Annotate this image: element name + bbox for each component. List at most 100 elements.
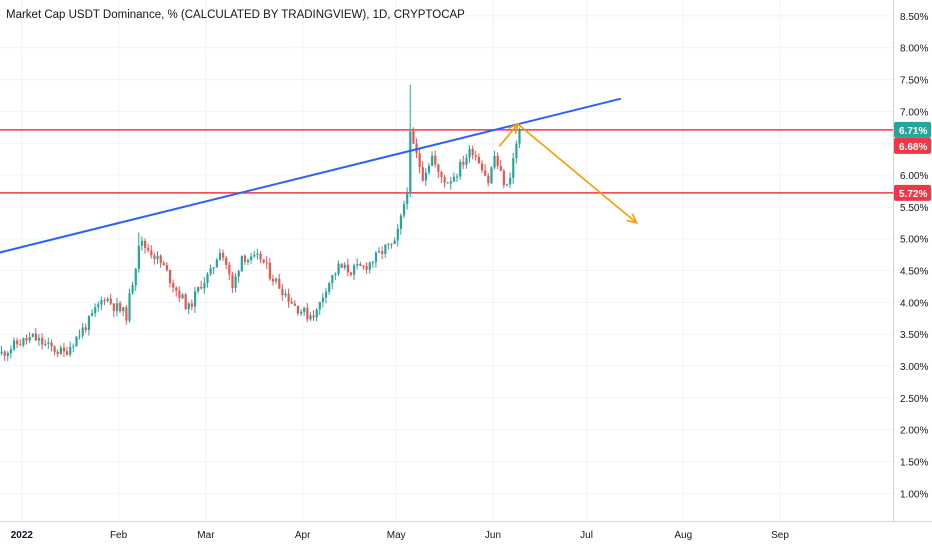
price-badges: 6.71% 6.68% 5.72% [894,121,931,201]
candle-body [337,263,340,274]
x-tick-label: Sep [771,530,789,541]
candle-body [184,294,187,310]
candle-body [281,288,284,296]
candle-body [459,161,462,177]
candle-body [62,347,66,352]
candles [0,84,521,362]
candle-body [240,255,243,272]
candle-body [462,161,465,165]
candle-body [209,268,212,275]
candle-body [474,155,477,157]
candle-body [100,300,103,305]
candle-body [175,287,178,291]
y-tick-label: 4.50% [900,267,928,278]
candle-body [493,155,496,168]
candle-body [424,172,428,181]
y-tick-label: 5.00% [900,235,928,246]
candle-body [159,255,162,264]
candle-body [140,240,144,246]
candle-body [72,346,75,348]
candle-body [431,155,434,166]
projection-arrowhead [508,122,520,135]
candle-body [190,303,194,307]
candle-body [265,262,268,264]
x-tick-label: Mar [197,530,215,541]
candle-body [75,336,78,347]
y-tick-label: 4.00% [900,298,928,309]
candle-body [480,163,484,171]
candle-body [56,352,59,354]
candle-body [349,272,353,275]
candle-body [275,278,278,282]
candle-body [16,340,19,345]
candle-body [3,351,6,356]
candle-body [268,262,272,279]
candle-body [168,270,172,283]
candle-body [78,335,81,337]
candle-body [144,240,147,248]
candle-body [384,244,387,254]
candle-body [200,286,203,289]
candle-body [53,346,56,353]
candle-body [59,347,62,354]
candle-body [271,278,275,282]
candle-body [393,240,396,244]
y-tick-label: 7.00% [900,107,928,118]
y-tick-label: 5.50% [900,203,928,214]
candle-body [278,278,281,289]
candle-body [246,260,250,263]
drawings [0,97,638,254]
candle-body [446,182,449,184]
candle-body [374,252,378,263]
candle-body [468,149,471,158]
candle-body [128,293,131,321]
candle-body [505,184,509,186]
candle-body [365,266,368,270]
candle-body [437,164,440,172]
candle-body [178,290,181,299]
candle-body [34,333,38,341]
candle-body [9,349,13,353]
time-axis: 2022 Feb Mar Apr May Jun Jul Aug Sep [11,530,790,541]
candle-body [371,262,374,264]
x-tick-label: Jun [485,530,501,541]
candle-body [502,170,506,186]
candle-body [309,315,312,320]
candle-body [412,131,415,144]
candle-body [172,282,175,288]
candle-body [449,181,452,184]
x-tick-label: Feb [110,530,128,541]
candle-body [321,297,325,302]
candle-body [465,157,468,165]
candle-body [418,153,421,168]
candle-body [356,263,359,266]
price-badge-label: 6.71% [899,126,927,137]
candle-body [193,291,197,307]
candle-body [284,293,287,296]
candle-body [162,263,165,266]
candle-body [362,265,365,267]
y-tick-label: 6.00% [900,171,928,182]
candle-body [346,264,350,273]
candle-body [125,307,128,321]
candle-body [387,243,390,245]
candle-body [47,342,50,344]
candle-body [0,351,3,354]
y-tick-label: 2.50% [900,394,928,405]
candle-body [69,346,72,355]
candle-body [218,252,222,260]
candle-body [150,250,153,256]
candle-body [306,307,309,320]
horizontal-levels [0,129,893,194]
candle-body [256,253,259,255]
candle-body [153,255,156,260]
y-tick-label: 8.00% [900,44,928,55]
candle-body [396,228,399,241]
x-tick-label: Apr [295,530,311,541]
candle-body [477,156,481,164]
candle-body [181,294,184,299]
candle-body [206,274,209,284]
candle-body [197,286,200,292]
candle-body [31,333,34,337]
